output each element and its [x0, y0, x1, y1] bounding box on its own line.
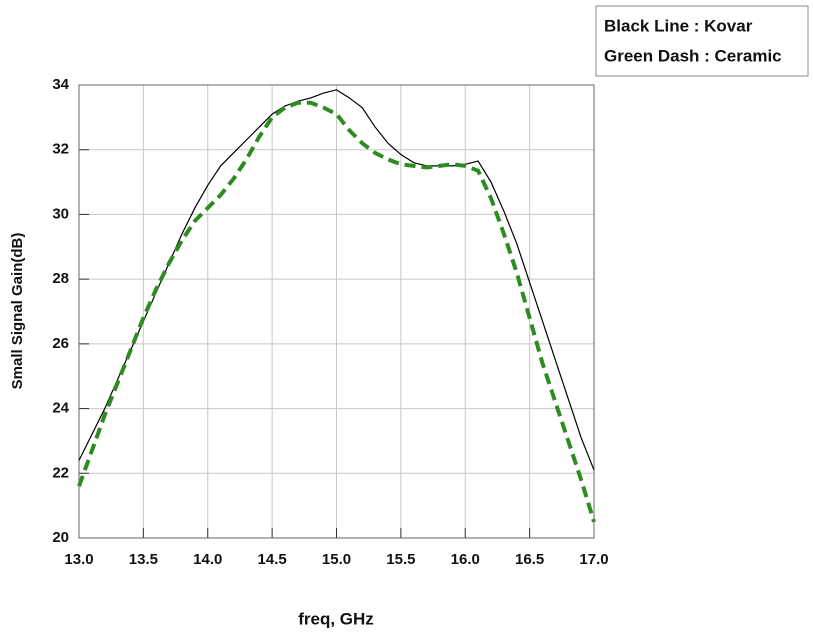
- x-tick-label: 15.5: [386, 551, 415, 568]
- x-tick-label: 14.0: [193, 551, 222, 568]
- legend-entry: Green Dash : Ceramic: [604, 46, 782, 65]
- x-tick-label: 15.0: [322, 551, 351, 568]
- x-tick-label: 16.5: [515, 551, 544, 568]
- y-tick-label: 26: [52, 335, 69, 352]
- y-tick-label: 22: [52, 464, 69, 481]
- y-tick-label: 24: [52, 400, 69, 417]
- y-axis-label: Small Signal Gain(dB): [9, 233, 26, 390]
- x-tick-label: 14.5: [258, 551, 287, 568]
- line-series: [77, 100, 596, 523]
- y-tick-label: 30: [52, 205, 69, 222]
- y-tick-label: 28: [52, 270, 69, 287]
- y-tick-label: 32: [52, 141, 69, 158]
- x-tick-label: 13.5: [129, 551, 158, 568]
- x-tick-label: 16.0: [451, 551, 480, 568]
- x-tick-label: 13.0: [64, 551, 93, 568]
- y-tick-label: 20: [52, 529, 69, 546]
- y-tick-label: 34: [52, 76, 69, 93]
- legend-box: [595, 5, 809, 77]
- x-axis-label: freq, GHz: [298, 609, 374, 628]
- x-tick-label: 17.0: [579, 551, 608, 568]
- legend-entry: Black Line : Kovar: [604, 16, 753, 35]
- plot-frame: [78, 84, 595, 539]
